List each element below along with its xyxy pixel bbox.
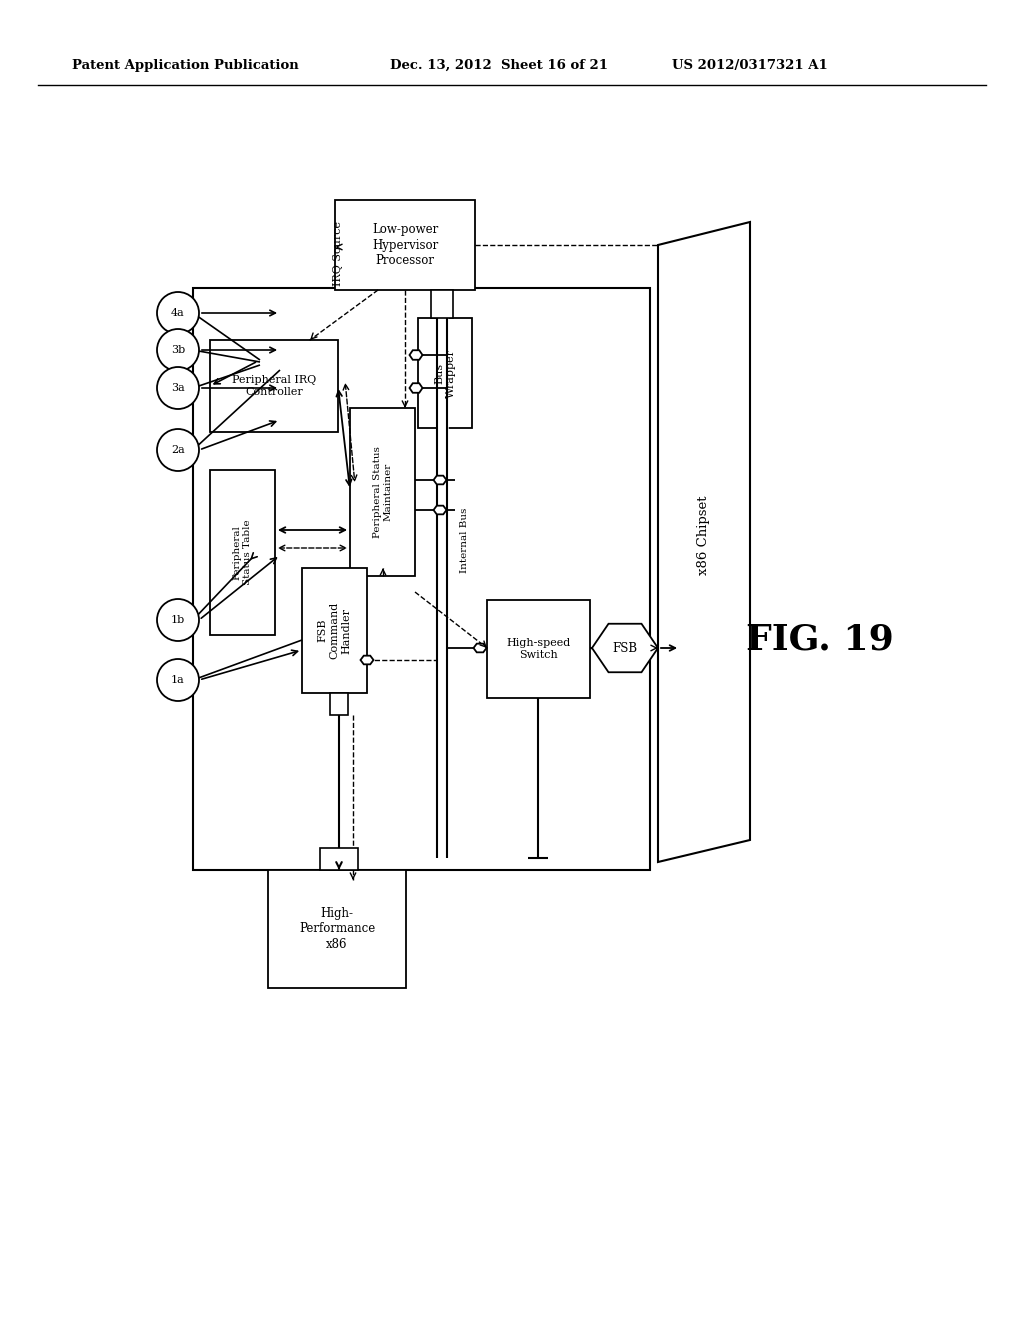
Bar	[487, 601, 590, 698]
Bar	[210, 341, 338, 432]
Bar	[193, 288, 650, 870]
Bar	[330, 693, 348, 715]
Text: Peripheral
Status Table: Peripheral Status Table	[232, 520, 252, 585]
Polygon shape	[360, 656, 374, 664]
Text: 3b: 3b	[171, 345, 185, 355]
Bar	[350, 408, 415, 576]
Text: IRQ Source: IRQ Source	[333, 220, 343, 285]
Text: High-
Performance
x86: High- Performance x86	[299, 908, 375, 950]
Polygon shape	[433, 475, 446, 484]
Polygon shape	[433, 506, 446, 515]
Text: 2a: 2a	[171, 445, 185, 455]
Text: 1a: 1a	[171, 675, 185, 685]
Text: Internal Bus: Internal Bus	[460, 507, 469, 573]
Circle shape	[157, 599, 199, 642]
Text: Low-power
Hypervisor
Processor: Low-power Hypervisor Processor	[372, 223, 438, 267]
Text: 1b: 1b	[171, 615, 185, 624]
Polygon shape	[410, 350, 423, 360]
Circle shape	[157, 429, 199, 471]
Circle shape	[157, 329, 199, 371]
Text: 3a: 3a	[171, 383, 185, 393]
Bar	[431, 290, 453, 318]
Text: Peripheral Status
Maintainer: Peripheral Status Maintainer	[373, 446, 392, 539]
Bar	[268, 870, 406, 987]
Polygon shape	[658, 222, 750, 862]
Text: Bus
Wrapper: Bus Wrapper	[434, 348, 456, 397]
Text: Patent Application Publication: Patent Application Publication	[72, 58, 299, 71]
Text: FIG. 19: FIG. 19	[746, 623, 894, 657]
Text: 4a: 4a	[171, 308, 185, 318]
Text: Dec. 13, 2012  Sheet 16 of 21: Dec. 13, 2012 Sheet 16 of 21	[390, 58, 608, 71]
Circle shape	[157, 292, 199, 334]
Bar	[210, 470, 275, 635]
Bar	[302, 568, 367, 693]
Text: High-speed
Switch: High-speed Switch	[507, 638, 570, 660]
Circle shape	[157, 367, 199, 409]
Polygon shape	[473, 644, 486, 652]
Bar	[418, 318, 472, 428]
Text: US 2012/0317321 A1: US 2012/0317321 A1	[672, 58, 827, 71]
Bar	[319, 847, 358, 870]
Text: FSB: FSB	[612, 642, 638, 655]
Bar	[335, 201, 475, 290]
Text: Peripheral IRQ
Controller: Peripheral IRQ Controller	[231, 375, 316, 397]
Text: FSB
Command
Handler: FSB Command Handler	[317, 602, 351, 659]
Polygon shape	[410, 383, 423, 393]
Circle shape	[157, 659, 199, 701]
Polygon shape	[592, 624, 658, 672]
Text: x86 Chipset: x86 Chipset	[697, 495, 711, 574]
